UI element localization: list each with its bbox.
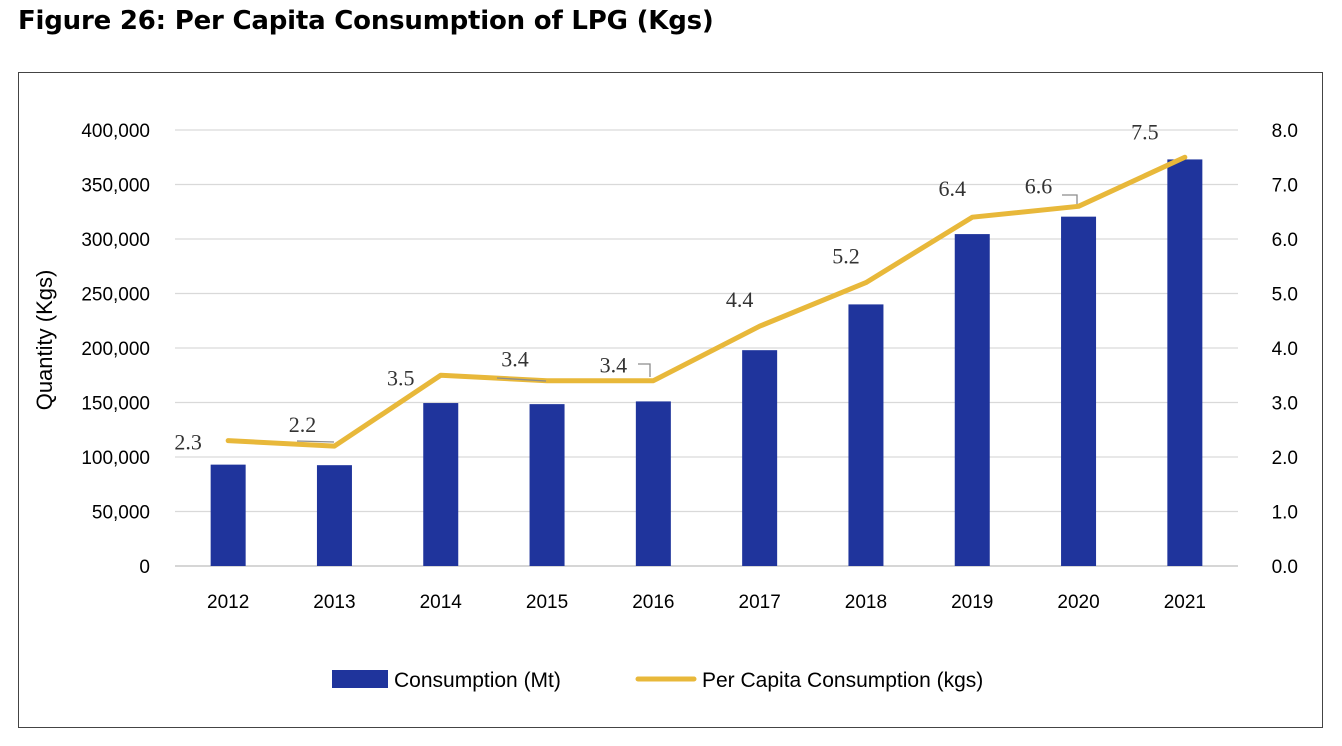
left-tick-label: 100,000 [81, 448, 150, 469]
right-tick-label: 1.0 [1272, 503, 1298, 524]
x-axis-ticks: 2012 2013 2014 2015 2016 2017 2018 2019 2020 2021 [207, 592, 1206, 613]
bar [423, 403, 458, 566]
data-label: 5.2 [832, 244, 860, 269]
label-leader-line [638, 364, 650, 377]
legend: Consumption (Mt) Per Capita Consumption (… [332, 669, 983, 692]
data-label: 4.4 [726, 287, 754, 312]
left-tick-label: 350,000 [81, 176, 150, 197]
data-label: 3.4 [600, 353, 628, 378]
bar [742, 350, 777, 566]
data-label: 2.2 [289, 412, 317, 437]
left-tick-label: 0 [139, 557, 150, 578]
right-axis-ticks: 0.0 1.0 2.0 3.0 4.0 5.0 6.0 7.0 8.0 [1272, 121, 1298, 578]
x-tick-label: 2021 [1164, 592, 1206, 613]
x-tick-label: 2012 [207, 592, 249, 613]
bar [955, 234, 990, 566]
right-tick-label: 7.0 [1272, 176, 1298, 197]
data-label: 6.4 [939, 176, 967, 201]
right-tick-label: 6.0 [1272, 230, 1298, 251]
x-tick-label: 2017 [739, 592, 781, 613]
bar [1061, 217, 1096, 566]
left-axis-ticks: 0 50,000 100,000 150,000 200,000 250,000 300,0… [81, 121, 150, 578]
right-tick-label: 0.0 [1272, 557, 1298, 578]
x-tick-label: 2015 [526, 592, 568, 613]
right-tick-label: 3.0 [1272, 394, 1298, 415]
data-label: 2.3 [174, 430, 202, 455]
legend-label-consumption: Consumption (Mt) [394, 669, 561, 692]
data-label: 6.6 [1025, 173, 1053, 198]
left-tick-label: 300,000 [81, 230, 150, 251]
x-tick-label: 2018 [845, 592, 887, 613]
bar [848, 304, 883, 566]
x-tick-label: 2020 [1057, 592, 1099, 613]
right-tick-label: 8.0 [1272, 121, 1298, 142]
right-tick-label: 2.0 [1272, 448, 1298, 469]
data-label: 3.4 [501, 347, 529, 372]
x-tick-label: 2013 [313, 592, 355, 613]
x-tick-label: 2016 [632, 592, 674, 613]
left-tick-label: 50,000 [92, 503, 150, 524]
left-tick-label: 200,000 [81, 339, 150, 360]
left-tick-label: 150,000 [81, 394, 150, 415]
bar [317, 465, 352, 566]
data-label: 3.5 [387, 365, 415, 390]
legend-label-per-capita: Per Capita Consumption (kgs) [702, 669, 983, 692]
right-tick-label: 5.0 [1272, 285, 1298, 306]
bar [1167, 159, 1202, 566]
bar [636, 401, 671, 566]
left-tick-label: 400,000 [81, 121, 150, 142]
right-tick-label: 4.0 [1272, 339, 1298, 360]
y-axis-title: Quantity (Kgs) [32, 270, 57, 411]
x-tick-label: 2014 [420, 592, 463, 613]
left-tick-label: 250,000 [81, 285, 150, 306]
label-leader-line [1062, 195, 1077, 204]
label-leader-line [297, 441, 334, 442]
legend-swatch-consumption [332, 670, 388, 688]
data-label: 7.5 [1131, 119, 1159, 144]
x-tick-label: 2019 [951, 592, 993, 613]
bar-series [211, 159, 1203, 566]
bar [530, 404, 565, 566]
bar [211, 465, 246, 566]
